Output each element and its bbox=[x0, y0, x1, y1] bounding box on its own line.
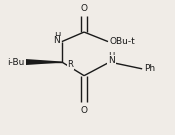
Text: R: R bbox=[68, 60, 73, 69]
Text: H: H bbox=[108, 52, 115, 61]
Text: O: O bbox=[80, 4, 88, 13]
Text: i-Bu: i-Bu bbox=[7, 58, 24, 67]
Text: O: O bbox=[80, 106, 88, 115]
Polygon shape bbox=[26, 59, 62, 65]
Text: OBu-t: OBu-t bbox=[110, 37, 135, 46]
Text: H: H bbox=[54, 32, 60, 41]
Text: Ph: Ph bbox=[144, 64, 155, 73]
Text: N: N bbox=[53, 36, 60, 45]
Text: N: N bbox=[108, 56, 115, 65]
